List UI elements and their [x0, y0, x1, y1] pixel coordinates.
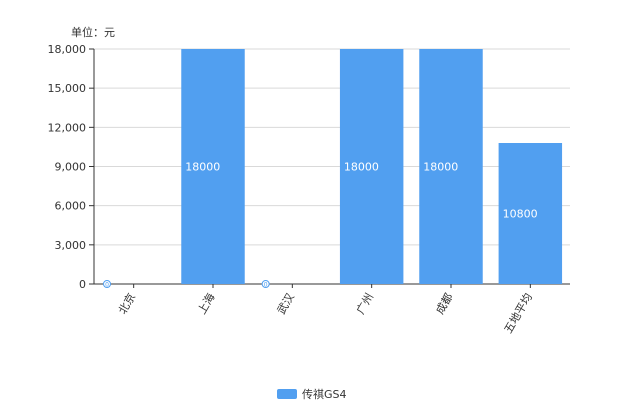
legend[interactable]: 传祺GS4 [277, 388, 347, 401]
bar [419, 49, 483, 284]
x-tick-label: 成都 [433, 291, 455, 317]
bar [339, 49, 404, 284]
y-tick-label: 18,000 [48, 43, 87, 56]
x-tick-label: 广州 [354, 291, 376, 317]
x-tick-label: 北京 [115, 291, 138, 317]
legend-label: 传祺GS4 [302, 388, 347, 401]
y-tick-label: 9,000 [55, 161, 87, 174]
x-axis-ticks: 北京 上海 武汉 广州 成都 五地平均 [115, 284, 535, 336]
x-tick-label: 上海 [194, 291, 217, 317]
x-tick-label: 武汉 [275, 291, 297, 317]
bar-value-label: 18000 [344, 161, 379, 174]
y-axis-ticks: 0 3,000 6,000 9,000 12,000 15,000 18,000 [48, 43, 570, 291]
y-tick-label: 0 [79, 278, 86, 291]
y-tick-label: 12,000 [48, 121, 87, 134]
bar [498, 143, 563, 284]
y-tick-label: 15,000 [48, 82, 87, 95]
bar-value-label: 10800 [503, 208, 538, 221]
unit-label: 单位：元 [71, 25, 115, 39]
bar-value-label: 0 [264, 282, 268, 289]
y-tick-label: 6,000 [55, 200, 87, 213]
zero-value-marker [103, 280, 111, 288]
bar-value-label: 18000 [423, 161, 458, 174]
legend-swatch [277, 389, 297, 399]
bars: 0 18000 0 18000 18000 10800 [103, 49, 563, 289]
gridlines [94, 48, 570, 246]
bar [181, 49, 245, 284]
bar-value-label: 18000 [185, 161, 220, 174]
x-tick-label: 五地平均 [502, 291, 535, 336]
zero-value-marker [261, 280, 270, 288]
bar-value-label: 0 [105, 282, 109, 289]
y-tick-label: 3,000 [55, 239, 87, 252]
